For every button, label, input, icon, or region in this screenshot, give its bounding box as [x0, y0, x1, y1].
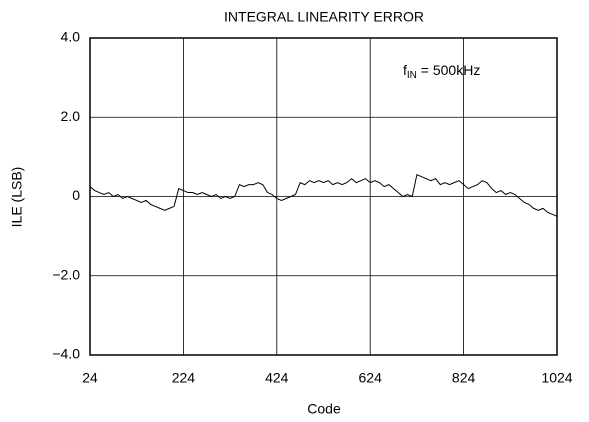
- annotation-rest: = 500kHz: [417, 62, 480, 78]
- chart-title: INTEGRAL LINEARITY ERROR: [224, 9, 424, 25]
- y-tick-label: 0: [72, 187, 80, 203]
- plot-frame: [89, 37, 558, 356]
- annotation: fIN = 500kHz: [403, 62, 480, 81]
- annotation-base: f: [403, 62, 407, 78]
- y-tick-label: 4.0: [61, 29, 81, 45]
- x-axis-label: Code: [307, 401, 341, 417]
- y-tick-label: 2.0: [61, 108, 81, 124]
- y-tick-label: −4.0: [52, 346, 80, 362]
- x-tick-label: 424: [265, 370, 289, 386]
- annotation-sub: IN: [407, 70, 417, 81]
- y-tick-label: −2.0: [52, 266, 80, 282]
- x-tick-label: 224: [172, 370, 196, 386]
- x-tick-label: 1024: [541, 370, 572, 386]
- x-tick-label: 624: [359, 370, 383, 386]
- x-tick-label: 24: [82, 370, 98, 386]
- x-tick-label: 824: [452, 370, 476, 386]
- y-axis-label: ILE (LSB): [9, 167, 25, 228]
- data-line: [89, 174, 558, 217]
